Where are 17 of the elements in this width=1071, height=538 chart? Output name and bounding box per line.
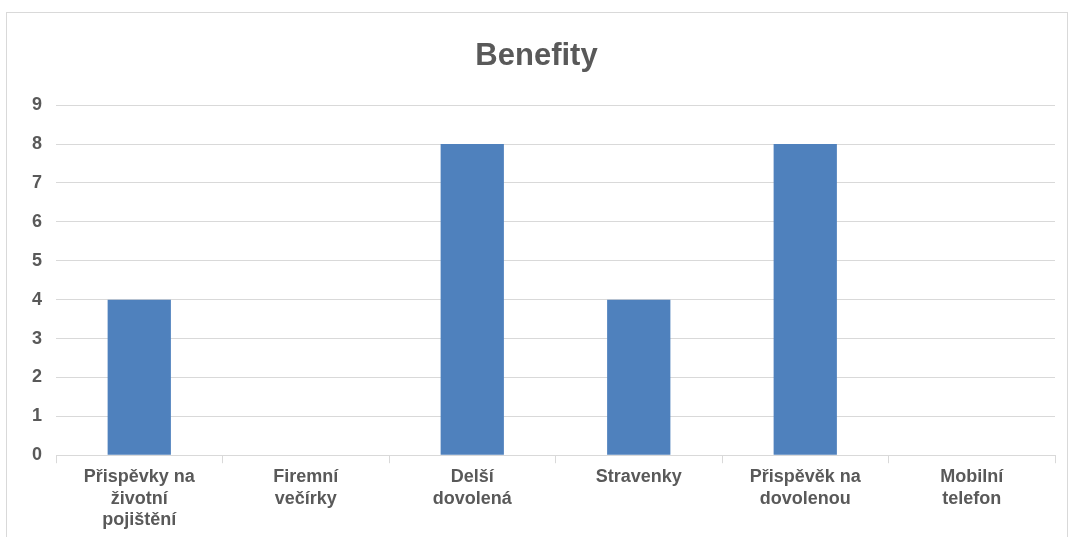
x-tick-label: Delší dovolená [432,465,513,508]
x-tick-label: Přispěvky na životní pojištění [83,465,196,530]
y-tick-label: 4 [32,288,43,309]
x-tick-label: Firemní večírky [273,465,340,508]
y-tick-label: 2 [32,366,43,387]
x-tick-label: Přispěvěk na dovolenou [749,465,862,508]
y-tick-label: 5 [32,249,43,270]
y-tick-label: 0 [32,444,43,465]
chart-title: Benefity [475,37,599,73]
x-tick-label: Stravenky [595,465,682,486]
y-tick-label: 8 [32,133,43,154]
y-tick-label: 7 [32,171,43,192]
y-tick-label: 6 [32,210,43,231]
y-tick-label: 3 [32,327,43,348]
x-tick-label: Mobilní telefon [940,465,1005,508]
y-tick-label: 9 [32,94,43,115]
y-tick-label: 1 [32,405,43,426]
